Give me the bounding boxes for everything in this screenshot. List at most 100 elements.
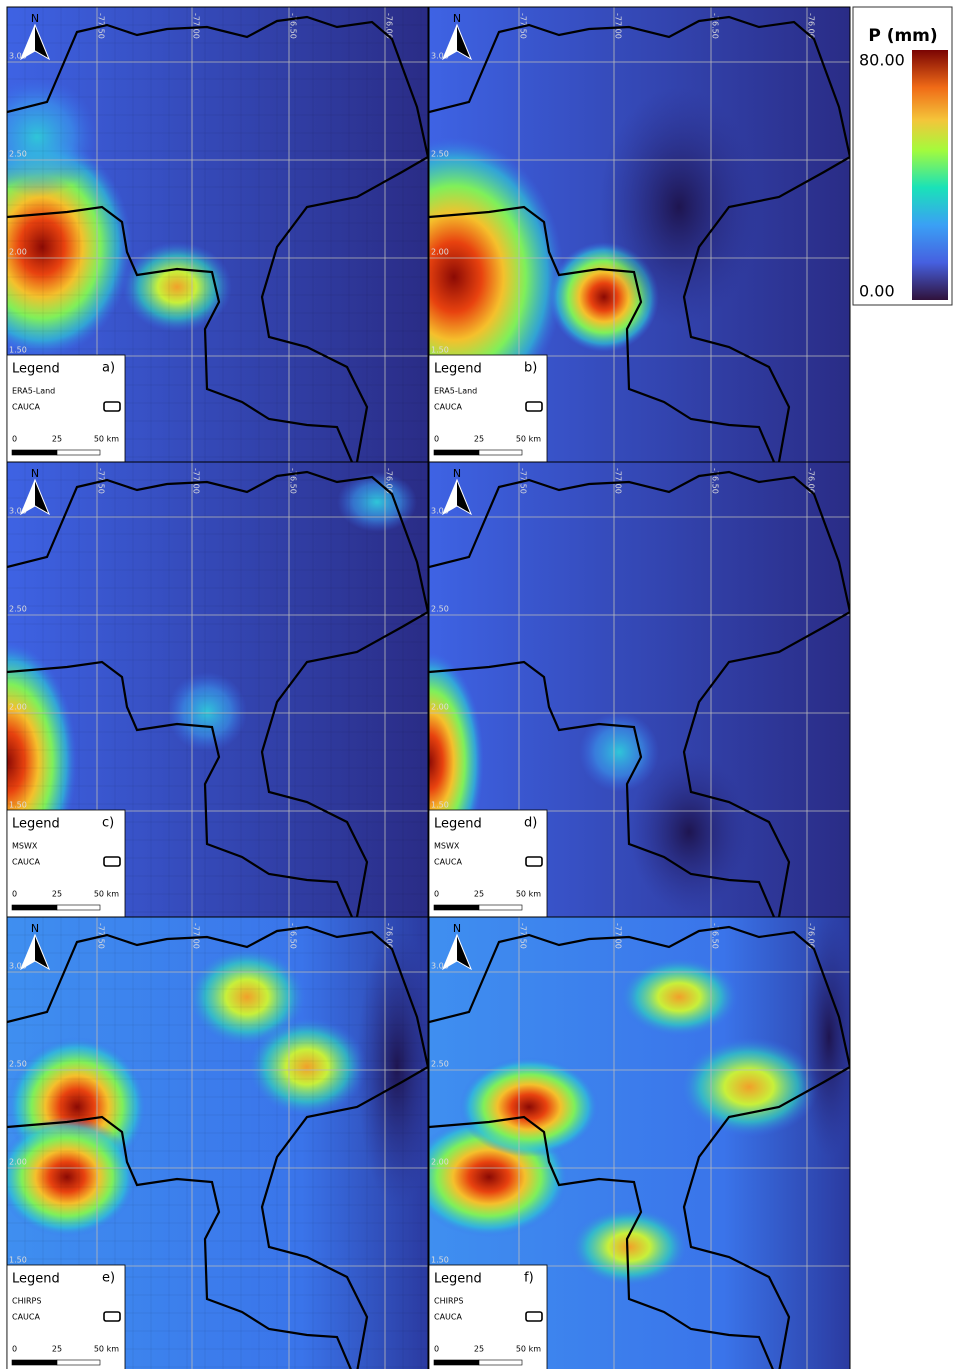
colorbar-max: 80.00 <box>859 51 905 70</box>
lat-label: 2.50 <box>9 150 27 159</box>
lat-label: 2.00 <box>431 1158 449 1167</box>
scale-bar <box>12 905 57 910</box>
precipitation-area <box>167 672 247 752</box>
legend-title: Legend <box>434 362 482 377</box>
precipitation-area <box>357 927 437 1207</box>
scale-label: 50 km <box>94 890 119 899</box>
lon-label: -76.50 <box>711 13 720 39</box>
map-panel: -77.50-77.00-76.50-76.003.002.502.001.50… <box>409 917 859 1369</box>
layer-label: CAUCA <box>434 858 463 867</box>
lon-label: -77.00 <box>614 468 623 494</box>
lon-label: -77.00 <box>192 13 201 39</box>
scale-label: 25 <box>52 435 62 444</box>
scale-label: 0 <box>434 1345 439 1354</box>
north-label: N <box>453 922 461 935</box>
panel-letter: b) <box>524 361 537 376</box>
scale-label: 50 km <box>94 435 119 444</box>
layer-label: CAUCA <box>12 1313 41 1322</box>
scale-label: 0 <box>434 890 439 899</box>
dataset-label: MSWX <box>12 842 38 851</box>
lat-label: 2.50 <box>431 150 449 159</box>
scale-label: 0 <box>434 435 439 444</box>
scale-label: 50 km <box>516 435 541 444</box>
precipitation-area <box>459 1057 599 1157</box>
scale-label: 50 km <box>94 1345 119 1354</box>
lat-label: 1.50 <box>9 346 27 355</box>
scale-label: 25 <box>474 890 484 899</box>
scale-label: 25 <box>52 890 62 899</box>
lon-label: -76.50 <box>289 13 298 39</box>
scale-bar <box>479 450 522 455</box>
panel-letter: a) <box>102 361 115 376</box>
north-label: N <box>453 12 461 25</box>
scale-label: 25 <box>474 1345 484 1354</box>
scale-label: 50 km <box>516 1345 541 1354</box>
lon-label: -76.50 <box>289 923 298 949</box>
figure: P (mm) 80.00 0.00 -77.50-77.00-76.50-76.… <box>0 0 958 1369</box>
layer-label: CAUCA <box>434 403 463 412</box>
scale-bar <box>57 450 100 455</box>
lon-label: -77.00 <box>192 923 201 949</box>
lon-label: -77.00 <box>614 13 623 39</box>
scale-bar <box>479 905 522 910</box>
map-panel: -77.50-77.00-76.50-76.003.002.502.001.50… <box>0 7 428 462</box>
lon-label: -76.50 <box>711 468 720 494</box>
panel-letter: d) <box>524 816 537 831</box>
layer-label: CAUCA <box>434 1313 463 1322</box>
lat-label: 2.00 <box>9 1158 27 1167</box>
legend-title: Legend <box>12 362 60 377</box>
lat-label: 1.50 <box>431 346 449 355</box>
panel-letter: c) <box>102 816 114 831</box>
north-label: N <box>31 922 39 935</box>
lat-label: 2.00 <box>9 703 27 712</box>
scale-bar <box>434 905 479 910</box>
scale-bar <box>57 905 100 910</box>
precipitation-area <box>679 1037 819 1137</box>
colorbar-min: 0.00 <box>859 282 895 301</box>
map-panel: -77.50-77.00-76.50-76.003.002.502.001.50… <box>0 917 437 1369</box>
panel-letter: e) <box>102 1271 115 1286</box>
scale-label: 0 <box>12 435 17 444</box>
north-label: N <box>31 467 39 480</box>
dataset-label: CHIRPS <box>12 1297 41 1306</box>
scale-bar <box>434 1360 479 1365</box>
lat-label: 2.50 <box>431 1060 449 1069</box>
legend-title: Legend <box>434 1272 482 1287</box>
dataset-label: CHIRPS <box>434 1297 463 1306</box>
scale-bar <box>12 450 57 455</box>
lat-label: 2.00 <box>431 703 449 712</box>
precipitation-area <box>0 1117 137 1237</box>
lat-label: 2.00 <box>9 248 27 257</box>
scale-bar <box>434 450 479 455</box>
scale-label: 0 <box>12 890 17 899</box>
dataset-label: MSWX <box>434 842 460 851</box>
dataset-label: ERA5-Land <box>12 387 55 396</box>
scale-label: 0 <box>12 1345 17 1354</box>
colorbar-title: P (mm) <box>868 26 937 46</box>
lat-label: 2.50 <box>9 1060 27 1069</box>
lat-label: 1.50 <box>9 801 27 810</box>
scale-bar <box>12 1360 57 1365</box>
lat-label: 2.00 <box>431 248 449 257</box>
lat-label: 2.50 <box>9 605 27 614</box>
scale-bar <box>57 1360 100 1365</box>
legend-title: Legend <box>12 1272 60 1287</box>
precipitation-area <box>599 87 759 327</box>
map-panel: -77.50-77.00-76.50-76.003.002.502.001.50… <box>0 462 428 917</box>
precipitation-area <box>619 957 739 1037</box>
scale-label: 25 <box>52 1345 62 1354</box>
layer-label: CAUCA <box>12 858 41 867</box>
dataset-label: ERA5-Land <box>434 387 477 396</box>
north-label: N <box>31 12 39 25</box>
north-label: N <box>453 467 461 480</box>
scale-label: 25 <box>474 435 484 444</box>
lon-label: -76.50 <box>289 468 298 494</box>
scale-label: 50 km <box>516 890 541 899</box>
lon-label: -77.00 <box>192 468 201 494</box>
colorbar <box>912 50 948 300</box>
legend-title: Legend <box>434 817 482 832</box>
layer-label: CAUCA <box>12 403 41 412</box>
scale-bar <box>479 1360 522 1365</box>
lat-label: 1.50 <box>9 1256 27 1265</box>
panel-letter: f) <box>524 1271 534 1286</box>
